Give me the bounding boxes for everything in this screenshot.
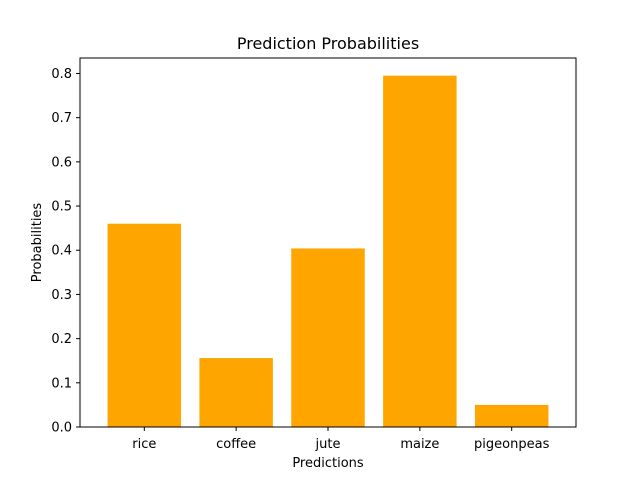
x-tick-label: rice: [132, 437, 156, 452]
x-axis-ticks: rice coffee jute maize pigeonpeas: [132, 427, 550, 452]
y-axis-ticks: 0.0 0.1 0.2 0.3 0.4 0.5 0.6 0.7 0.8: [51, 67, 80, 436]
bar-coffee: [199, 358, 273, 427]
y-tick-label: 0.8: [51, 67, 72, 82]
plot-frame: [79, 57, 577, 428]
bars-group: [107, 75, 549, 428]
y-tick-label: 0.2: [51, 332, 72, 347]
bar-pigeonpeas: [474, 404, 549, 427]
x-tick-label: pigeonpeas: [474, 437, 550, 452]
y-tick-label: 0.7: [51, 111, 72, 126]
x-tick-label: maize: [400, 437, 439, 452]
y-tick-label: 0.3: [51, 288, 72, 303]
bar-rice: [107, 223, 182, 427]
x-axis-label: Predictions: [292, 456, 364, 471]
bar-maize: [383, 75, 457, 428]
x-tick-label: jute: [315, 437, 341, 452]
y-tick-label: 0.5: [51, 200, 72, 215]
bar-jute: [291, 248, 365, 427]
y-tick-label: 0.1: [51, 376, 72, 391]
y-axis-label: Probabilities: [30, 203, 45, 283]
y-tick-label: 0.6: [51, 155, 72, 170]
y-tick-label: 0.4: [51, 244, 72, 259]
chart-title: Prediction Probabilities: [237, 34, 419, 53]
x-tick-label: coffee: [216, 437, 256, 452]
y-tick-label: 0.0: [51, 421, 72, 436]
